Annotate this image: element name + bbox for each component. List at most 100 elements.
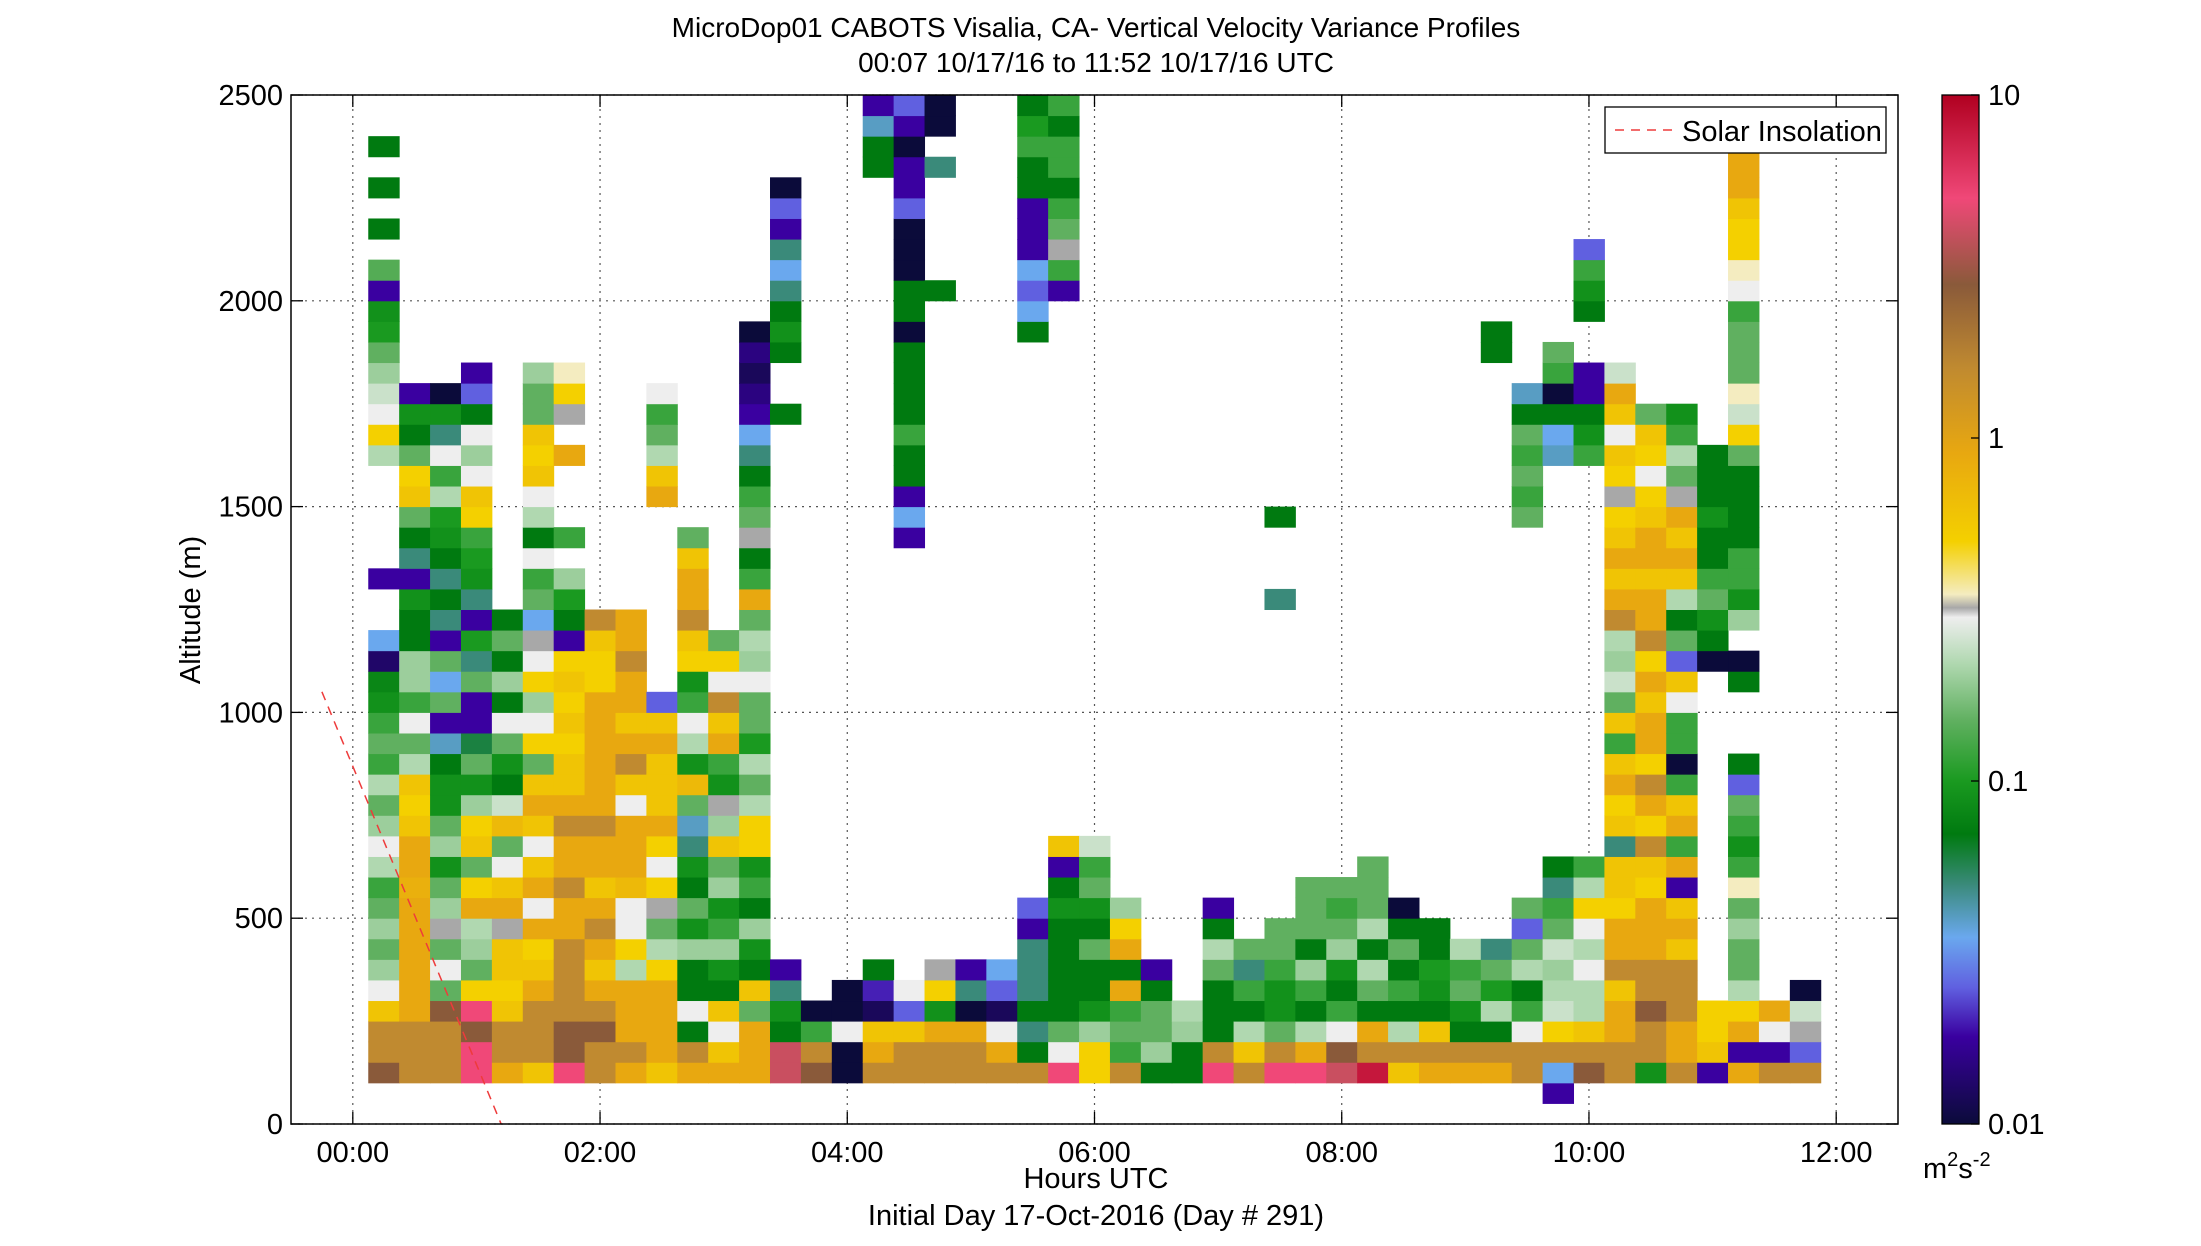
- variance-cell: [955, 1021, 987, 1043]
- variance-cell: [770, 321, 802, 343]
- variance-cell: [893, 197, 926, 219]
- variance-cell: [646, 424, 678, 446]
- variance-cell: [368, 753, 400, 775]
- variance-cell: [1264, 506, 1296, 528]
- variance-cell: [1357, 1000, 1389, 1022]
- variance-cell: [1635, 732, 1667, 755]
- variance-cell: [739, 506, 771, 528]
- x-axis-ticks: 00:00 02:00 04:00 06:00 08:00 10:00 12:00: [317, 95, 1872, 1169]
- variance-cell: [1171, 1062, 1204, 1084]
- variance-cell: [739, 835, 771, 857]
- variance-cell: [491, 918, 524, 940]
- variance-cell: [1048, 1021, 1080, 1043]
- variance-cell: [1388, 1000, 1420, 1022]
- variance-cell: [368, 815, 400, 837]
- variance-cell: [708, 630, 740, 652]
- variance-cell: [1264, 918, 1296, 940]
- variance-cell: [1017, 321, 1049, 343]
- variance-cell: [430, 424, 462, 446]
- variance-cell: [708, 1021, 740, 1043]
- variance-cell: [646, 856, 678, 878]
- variance-cell: [1728, 815, 1760, 837]
- variance-cell: [460, 877, 493, 899]
- variance-cell: [1604, 794, 1636, 816]
- variance-cell: [615, 897, 647, 919]
- variance-cell: [368, 1000, 400, 1022]
- variance-cell: [368, 671, 400, 693]
- variance-cell: [368, 362, 400, 384]
- variance-cell: [708, 979, 740, 1002]
- y-tick-label: 1500: [218, 492, 283, 524]
- variance-cell: [739, 979, 771, 1002]
- variance-cell: [368, 835, 400, 857]
- variance-cell: [1635, 835, 1667, 857]
- variance-cell: [553, 877, 586, 899]
- variance-cell: [553, 856, 586, 878]
- variance-cell: [1418, 938, 1451, 960]
- variance-cell: [1357, 979, 1389, 1002]
- variance-cell: [800, 1041, 833, 1063]
- variance-cell: [1604, 897, 1636, 919]
- variance-cell: [1295, 877, 1327, 899]
- variance-cell: [1233, 1000, 1265, 1022]
- variance-cell: [368, 383, 400, 405]
- variance-cell: [1728, 753, 1760, 775]
- variance-cell: [1202, 918, 1235, 940]
- variance-cell: [986, 1041, 1018, 1063]
- variance-cell: [399, 732, 431, 755]
- variance-cell: [460, 444, 493, 466]
- variance-cell: [1418, 1062, 1451, 1084]
- variance-cell: [430, 1000, 462, 1022]
- variance-cell: [708, 815, 740, 837]
- variance-cell: [708, 938, 740, 960]
- variance-cell: [1573, 259, 1605, 281]
- variance-cell: [491, 815, 524, 837]
- variance-cell: [553, 527, 586, 549]
- variance-cell: [399, 959, 431, 981]
- variance-cell: [1264, 1021, 1296, 1043]
- variance-cell: [615, 959, 647, 981]
- variance-cell: [1666, 815, 1698, 837]
- variance-cell: [924, 1021, 956, 1043]
- variance-cell: [1728, 794, 1760, 816]
- variance-cell: [430, 547, 462, 569]
- variance-cell: [1728, 527, 1760, 549]
- variance-cell: [862, 156, 895, 178]
- variance-cell: [1140, 959, 1173, 981]
- variance-cell: [1109, 1021, 1142, 1043]
- variance-cell: [553, 897, 586, 919]
- variance-cell: [955, 1041, 987, 1063]
- variance-cell: [1079, 1021, 1111, 1043]
- variance-cell: [800, 1000, 833, 1022]
- variance-cell: [1511, 444, 1544, 466]
- variance-cell: [1573, 877, 1605, 899]
- variance-cell: [430, 588, 462, 610]
- variance-cell: [1233, 979, 1265, 1002]
- variance-cell: [1388, 897, 1420, 919]
- variance-cell: [739, 362, 771, 384]
- variance-cell: [739, 815, 771, 837]
- variance-cell: [770, 959, 802, 981]
- variance-cell: [1635, 1062, 1667, 1084]
- variance-cell: [1666, 918, 1698, 940]
- variance-cell: [1449, 959, 1482, 981]
- variance-cell: [1542, 959, 1575, 981]
- variance-cell: [1233, 1041, 1265, 1063]
- variance-cell: [1604, 979, 1636, 1002]
- y-tick-label: 1000: [218, 697, 283, 729]
- variance-cell: [1728, 486, 1760, 508]
- variance-cell: [1511, 979, 1544, 1002]
- chart-title: MicroDop01 CABOTS Visalia, CA- Vertical …: [672, 12, 1521, 43]
- variance-cell: [399, 835, 431, 857]
- variance-cell: [615, 712, 647, 734]
- variance-cell: [646, 1000, 678, 1022]
- variance-cell: [1666, 609, 1698, 631]
- variance-cell: [1728, 547, 1760, 569]
- variance-cell: [1017, 115, 1049, 137]
- variance-cell: [522, 897, 555, 919]
- variance-cell: [368, 918, 400, 940]
- variance-cell: [615, 794, 647, 816]
- variance-cell: [615, 753, 647, 775]
- variance-cell: [1511, 938, 1544, 960]
